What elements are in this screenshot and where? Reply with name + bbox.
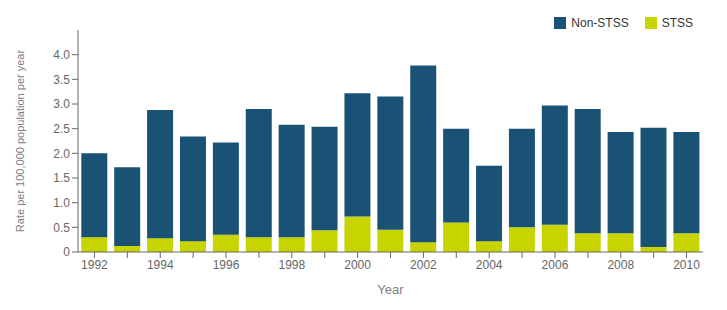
svg-text:2008: 2008 (607, 258, 634, 272)
svg-text:0.5: 0.5 (53, 221, 70, 235)
svg-text:2.5: 2.5 (53, 122, 70, 136)
svg-text:1994: 1994 (147, 258, 174, 272)
svg-text:2002: 2002 (410, 258, 437, 272)
html-text:Non-STSS: Non-STSS (571, 16, 629, 30)
svg-text:1996: 1996 (213, 258, 240, 272)
svg-text:Rate per 100,000 population pe: Rate per 100,000 population per year (14, 50, 26, 233)
svg-text:1992: 1992 (81, 258, 108, 272)
svg-text:1.0: 1.0 (53, 196, 70, 210)
svg-text:2004: 2004 (476, 258, 503, 272)
html-text:STSS: STSS (661, 16, 693, 30)
svg-text:4.0: 4.0 (53, 48, 70, 62)
svg-text:Year: Year (377, 282, 404, 297)
svg-text:0: 0 (63, 245, 70, 259)
svg-text:2010: 2010 (673, 258, 700, 272)
svg-text:3.0: 3.0 (53, 97, 70, 111)
svg-text:1.5: 1.5 (53, 171, 70, 185)
svg-text:1998: 1998 (278, 258, 305, 272)
svg-text:2006: 2006 (542, 258, 569, 272)
svg-text:3.5: 3.5 (53, 73, 70, 87)
svg-text:2.0: 2.0 (53, 147, 70, 161)
svg-text:2000: 2000 (344, 258, 371, 272)
